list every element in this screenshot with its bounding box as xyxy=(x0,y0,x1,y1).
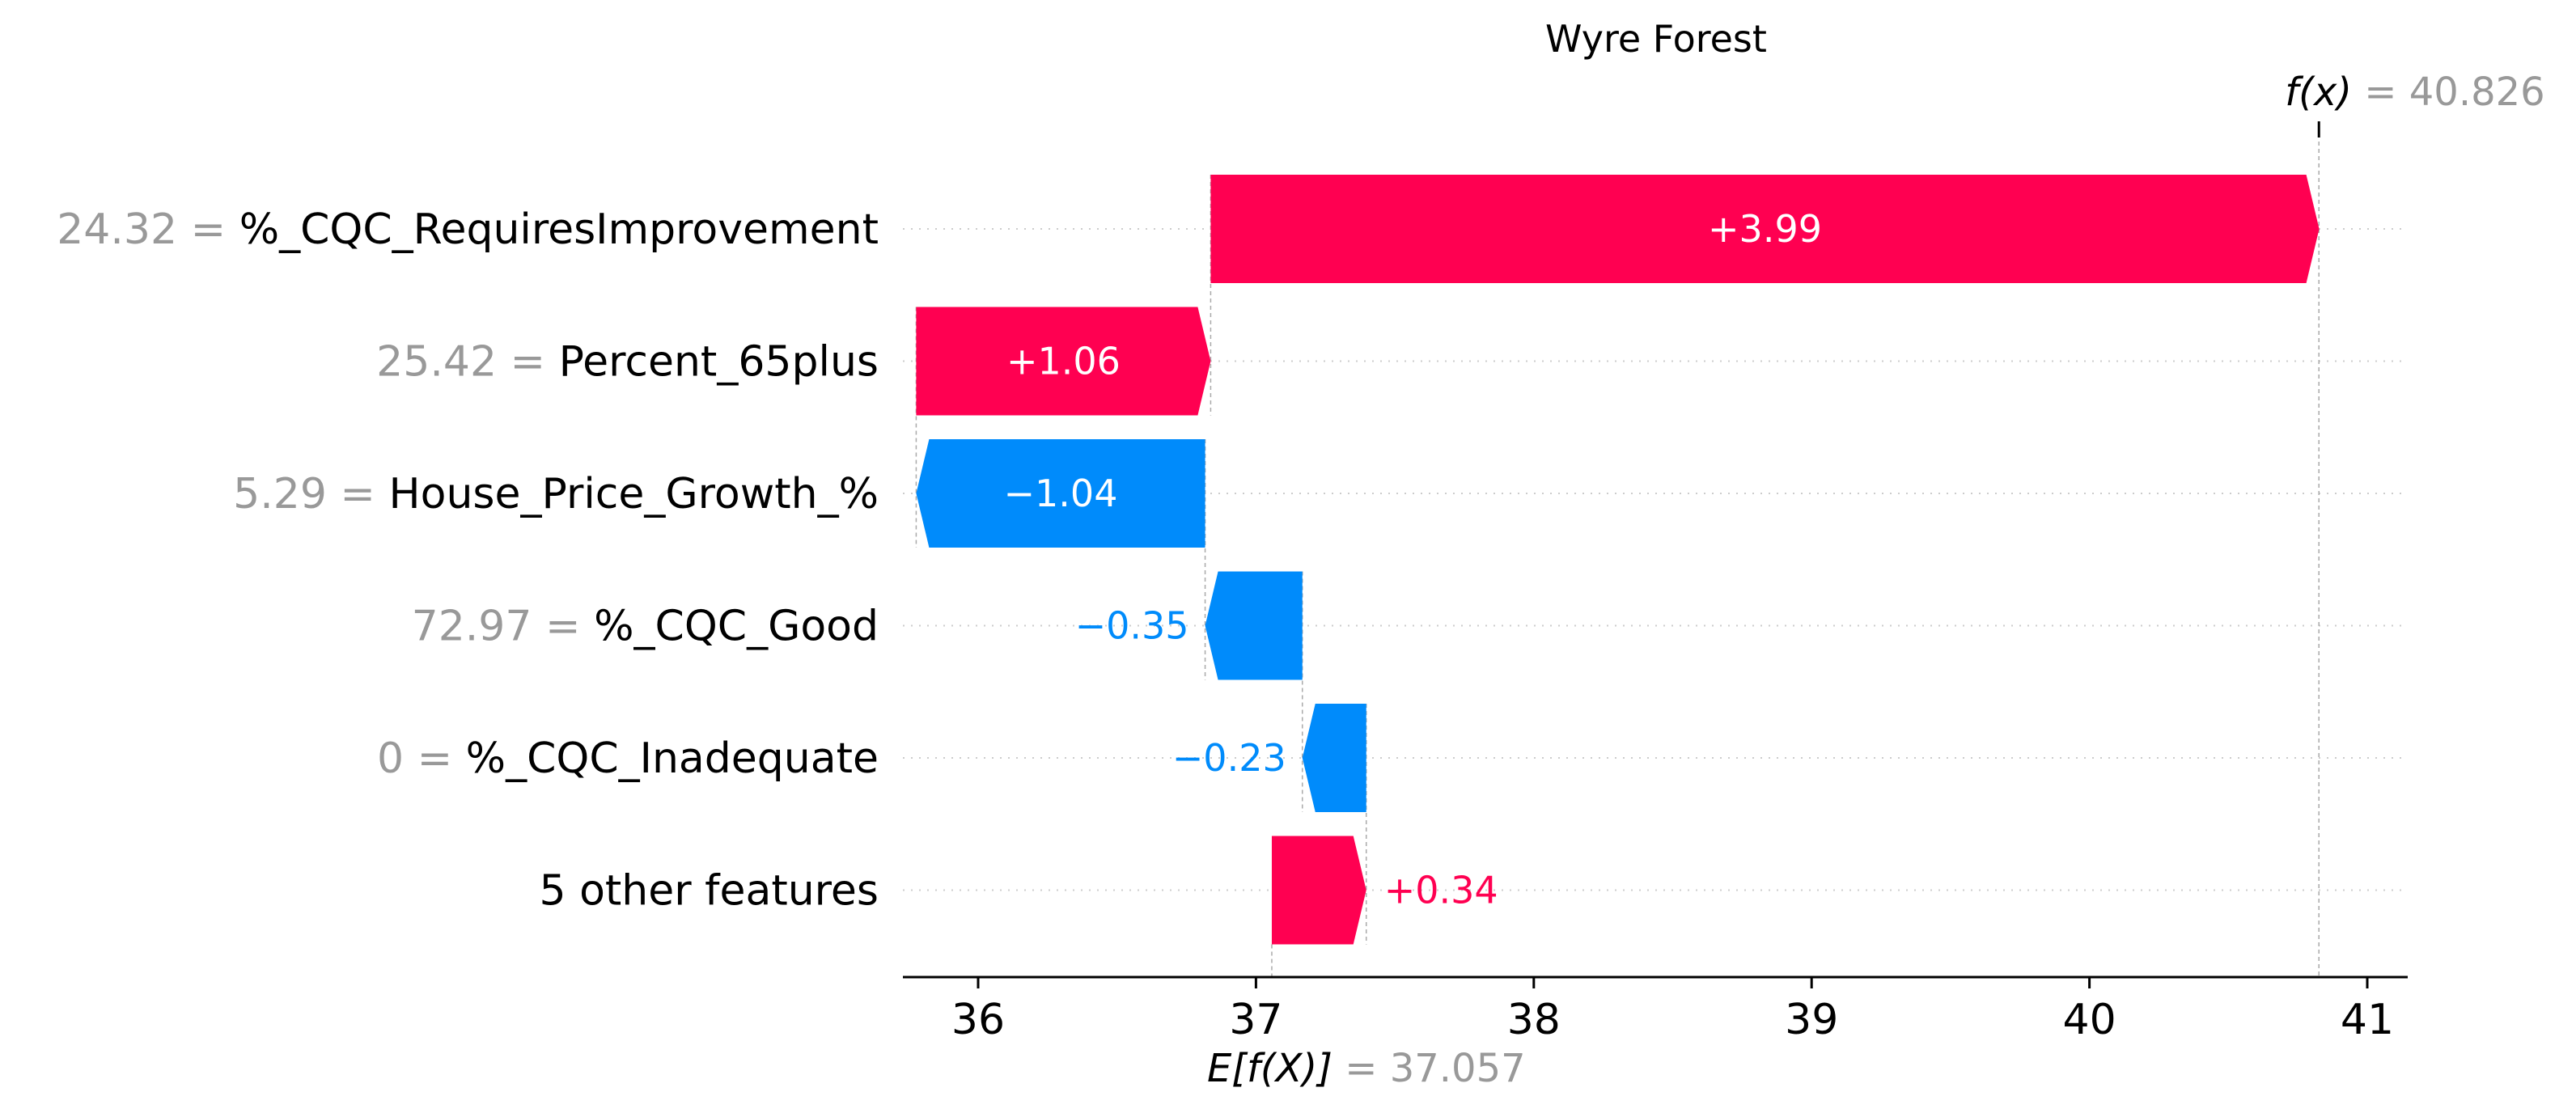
feature-name: %_CQC_Inadequate xyxy=(466,734,879,783)
x-tick-label: 36 xyxy=(951,996,1005,1044)
x-tick-label: 39 xyxy=(1785,996,1838,1044)
chart-title: Wyre Forest xyxy=(1545,17,1767,61)
x-axis: 36 37 38 39 40 41 xyxy=(903,975,2408,1044)
bar xyxy=(1302,704,1366,812)
bar xyxy=(916,307,1211,416)
x-tick-label: 38 xyxy=(1507,996,1561,1044)
feature-label: 25.42 = Percent_65plus xyxy=(376,338,879,387)
fx-symbol: f(x) xyxy=(2285,70,2352,115)
bar-value-label: +1.06 xyxy=(1006,340,1121,383)
feature-label: 72.97 = %_CQC_Good xyxy=(412,603,879,651)
feature-label: 0 = %_CQC_Inadequate xyxy=(377,734,879,783)
base-value-label: E[f(X)] = 37.057 xyxy=(1207,1046,1526,1091)
fx-value: = 40.826 xyxy=(2352,70,2545,115)
output-value-annotation: f(x) = 40.826 xyxy=(2285,70,2545,138)
bar-value-label: −1.04 xyxy=(1004,472,1118,515)
ex-symbol: E[f(X)] xyxy=(1207,1046,1332,1091)
ex-value: = 37.057 xyxy=(1332,1046,1526,1091)
feature-labels: 24.32 = %_CQC_RequiresImprovement 25.42 =… xyxy=(57,205,879,916)
feature-name: %_CQC_Good xyxy=(594,603,879,651)
feature-name: %_CQC_RequiresImprovement xyxy=(239,205,879,254)
base-value-annotation: E[f(X)] = 37.057 xyxy=(1207,1046,1526,1091)
bar-value-label: +3.99 xyxy=(1708,207,1822,251)
bar-value-label: −0.35 xyxy=(1075,604,1189,648)
bar xyxy=(1271,836,1366,945)
feature-name: Percent_65plus xyxy=(559,338,879,387)
feature-value: 0 = xyxy=(377,734,466,783)
feature-name: 5 other features xyxy=(539,867,879,916)
feature-value: 24.32 = xyxy=(57,205,239,254)
bar xyxy=(916,439,1205,548)
feature-label: 5.29 = House_Price_Growth_% xyxy=(233,470,879,518)
output-value-label: f(x) = 40.826 xyxy=(2285,70,2544,115)
x-tick-label: 37 xyxy=(1229,996,1282,1044)
bar xyxy=(1205,571,1303,680)
feature-value: 72.97 = xyxy=(412,603,595,651)
x-tick-label: 40 xyxy=(2063,996,2116,1044)
bar-value-label: +0.34 xyxy=(1384,869,1498,912)
bars: +3.99 +1.06 −1.04 −0.35 −0.23 +0.34 xyxy=(916,175,2320,945)
feature-name: House_Price_Growth_% xyxy=(389,470,879,518)
bar xyxy=(1210,175,2320,283)
feature-value: 25.42 = xyxy=(376,338,559,387)
x-tick-label: 41 xyxy=(2341,996,2394,1044)
feature-label: 24.32 = %_CQC_RequiresImprovement xyxy=(57,205,879,254)
feature-label: 5 other features xyxy=(539,867,879,916)
bar-value-label: −0.23 xyxy=(1172,736,1286,780)
feature-value: 5.29 = xyxy=(233,470,388,518)
